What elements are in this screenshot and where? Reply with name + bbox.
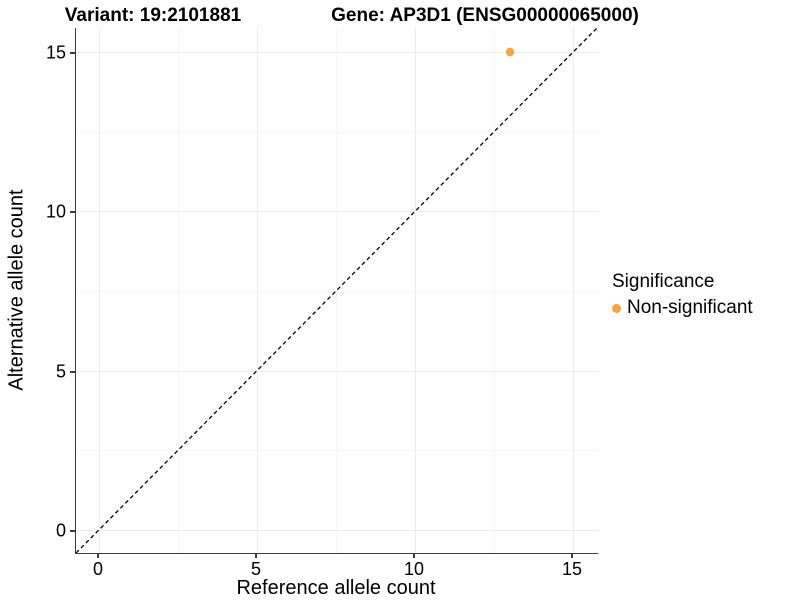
x-tick-mark — [413, 553, 415, 558]
legend: Significance Non-significant — [612, 271, 753, 319]
gridline-major-h — [76, 211, 598, 212]
plot-title-gene: Gene: AP3D1 (ENSG00000065000) — [331, 5, 639, 26]
y-tick-label: 10 — [45, 201, 66, 222]
y-tick-mark — [70, 371, 75, 373]
plot-title-variant: Variant: 19:2101881 — [64, 5, 242, 26]
gridline-minor-v — [494, 28, 495, 553]
y-tick-label: 5 — [55, 361, 66, 382]
data-layer — [76, 28, 598, 553]
x-axis-title: Reference allele count — [236, 577, 436, 599]
x-tick-label: 5 — [250, 559, 262, 579]
gridline-minor-v — [178, 28, 179, 553]
y-tick-label: 15 — [45, 42, 66, 63]
gridline-major-v — [99, 28, 100, 553]
gridline-major-h — [76, 530, 598, 531]
gridline-major-h — [76, 52, 598, 53]
legend-dot-icon — [612, 303, 621, 313]
plot-panel — [75, 28, 598, 554]
gridline-minor-h — [76, 291, 598, 292]
gridline-major-v — [257, 28, 258, 553]
gridline-minor-v — [336, 28, 337, 553]
y-tick-mark — [70, 211, 75, 213]
y-tick-mark — [70, 530, 75, 532]
gridline-minor-h — [76, 132, 598, 133]
gridline-major-v — [573, 28, 574, 553]
y-tick-label: 0 — [55, 520, 66, 541]
gridline-major-v — [415, 28, 416, 553]
gridline-major-h — [76, 371, 598, 372]
y-axis-title: Alternative allele count — [5, 189, 28, 391]
x-tick-label: 10 — [403, 559, 425, 579]
legend-item-non-significant[interactable]: Non-significant — [612, 297, 753, 319]
data-point[interactable] — [505, 47, 515, 57]
x-tick-label: 0 — [92, 559, 104, 579]
gridline-minor-h — [76, 450, 598, 451]
identity-dashed-line — [76, 28, 598, 553]
x-tick-mark — [97, 553, 99, 558]
y-tick-mark — [70, 52, 75, 54]
x-tick-mark — [571, 553, 573, 558]
x-tick-label: 15 — [561, 559, 583, 579]
x-tick-mark — [255, 553, 257, 558]
legend-title: Significance — [612, 271, 715, 292]
legend-item-label: Non-significant — [627, 297, 753, 318]
